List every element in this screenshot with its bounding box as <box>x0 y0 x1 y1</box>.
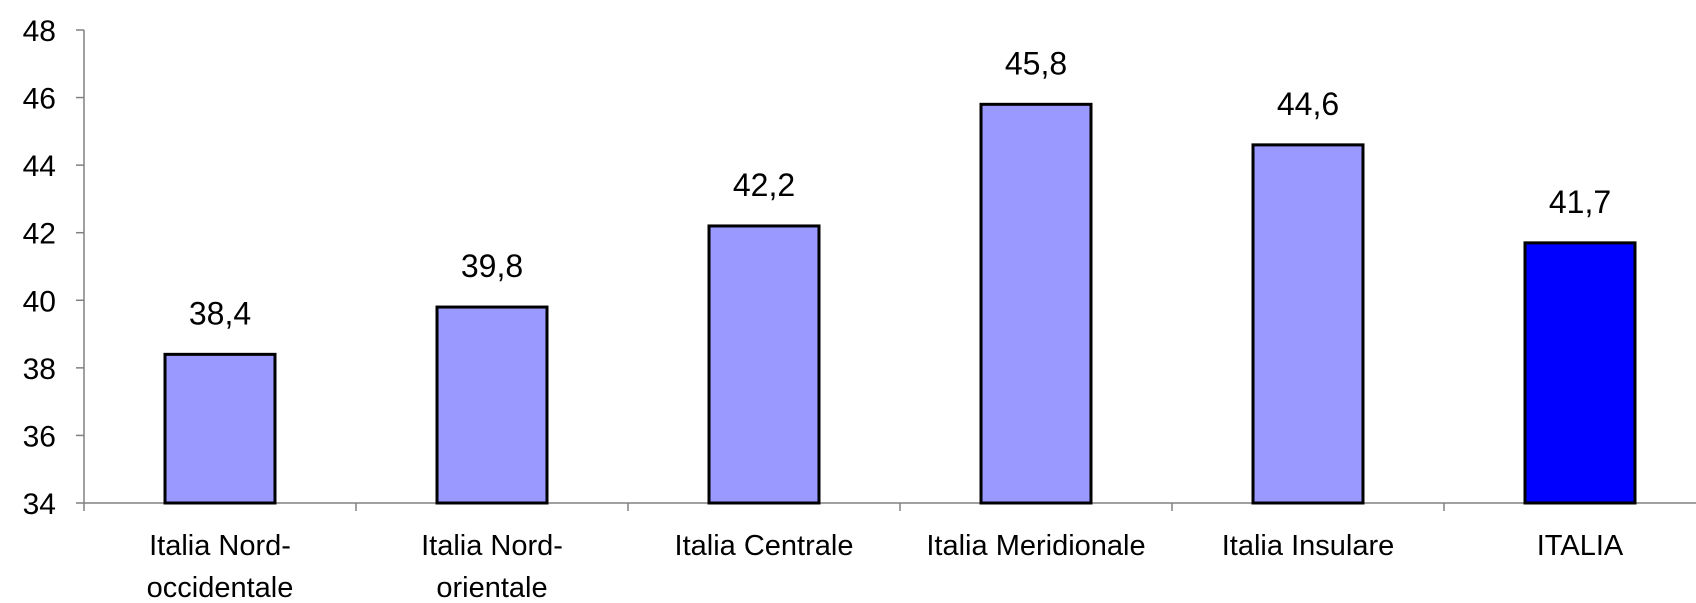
data-label: 42,2 <box>733 167 795 203</box>
data-label: 41,7 <box>1549 184 1611 220</box>
data-labels: 38,4 39,8 42,2 45,8 44,6 41,7 <box>189 45 1611 331</box>
x-axis <box>83 502 1696 511</box>
y-tick-label: 34 <box>23 488 56 521</box>
category-labels: Italia Nord-occidentale Italia Nord-orien… <box>147 530 1624 603</box>
bar <box>435 305 549 505</box>
bars <box>163 102 1637 505</box>
bar <box>979 102 1093 505</box>
y-tick-label: 46 <box>23 83 56 116</box>
y-axis: 34 36 38 40 42 44 46 48 <box>23 15 85 521</box>
data-label: 44,6 <box>1277 86 1339 122</box>
data-label: 38,4 <box>189 295 251 331</box>
bar <box>163 352 277 505</box>
bar <box>707 224 821 505</box>
bar <box>1523 241 1637 505</box>
x-tick-label: Italia Nord-orientale <box>421 530 563 603</box>
y-tick-label: 40 <box>23 285 56 318</box>
x-tick-label: Italia Centrale <box>675 530 854 562</box>
y-tick-label: 38 <box>23 353 56 386</box>
x-tick-label: Italia Insulare <box>1222 530 1395 562</box>
x-tick-label: Italia Meridionale <box>926 530 1145 562</box>
data-label: 45,8 <box>1005 45 1067 81</box>
y-tick-label: 42 <box>23 218 56 251</box>
y-tick-label: 36 <box>23 420 56 453</box>
data-label: 39,8 <box>461 248 523 284</box>
bar <box>1251 143 1365 505</box>
y-tick-label: 44 <box>23 150 56 183</box>
x-tick-label: Italia Nord-occidentale <box>147 530 294 603</box>
y-tick-label: 48 <box>23 15 56 48</box>
x-tick-label: ITALIA <box>1537 530 1624 562</box>
